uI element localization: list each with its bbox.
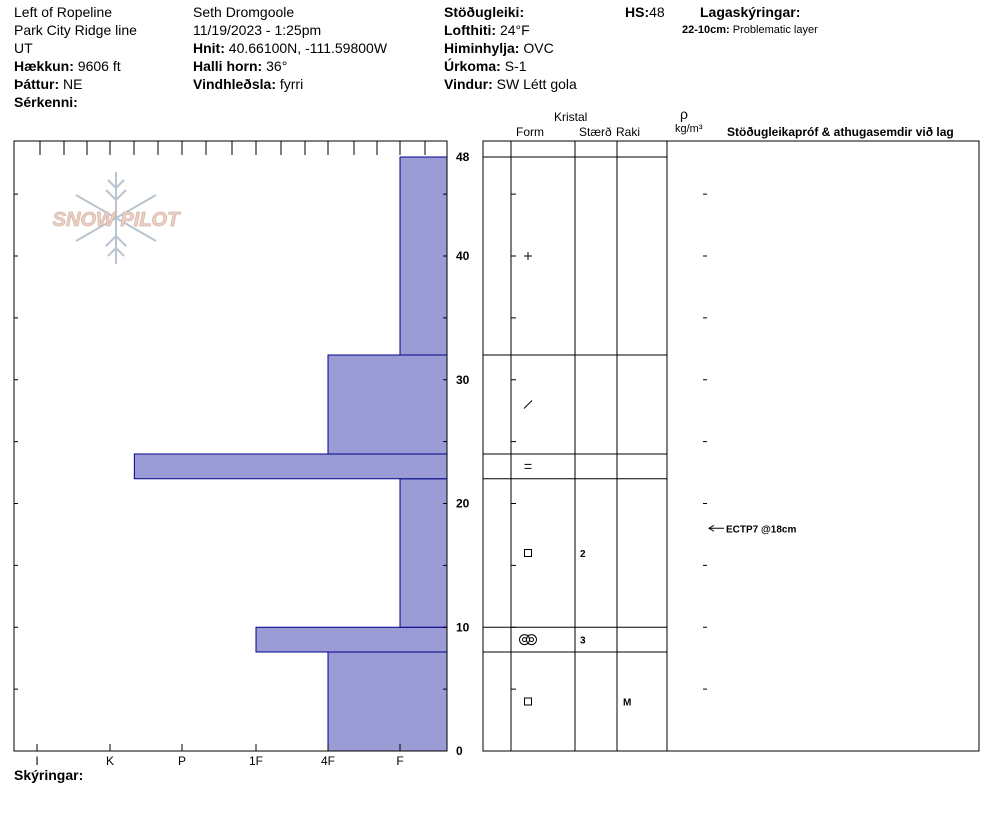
hardness-bar [327, 354, 448, 455]
rho-header: ρ [680, 106, 688, 122]
precip-label: Úrkoma: [444, 58, 501, 74]
slope-value: 36° [266, 58, 288, 74]
coords-row: Hnit: 40.66100N, -111.59800W [193, 39, 387, 57]
square-form-icon [524, 697, 532, 706]
layer-table: M 3 2 ECTP7 @18cm [482, 140, 980, 752]
route-text: Park City Ridge line [14, 22, 137, 38]
sky-value: OVC [523, 40, 554, 56]
sky-label: Himinhylja: [444, 40, 520, 56]
y-tick-label: 48 [456, 150, 470, 164]
wind-label: Vindur: [444, 76, 493, 92]
hardness-plot: I K P 1F 4F F 0 10 20 30 40 48 [13, 140, 470, 768]
observer-text: Seth Dromgoole [193, 4, 295, 20]
x-tick-label: 1F [249, 754, 263, 768]
logo-text: SNOW PILOT [53, 209, 181, 231]
inner-circle-form-icon [529, 637, 534, 643]
size-value: 3 [580, 636, 586, 647]
x-tick-label: P [178, 754, 186, 768]
size-value: 2 [580, 549, 586, 560]
legend-key: 22-10cm: [682, 24, 730, 36]
crystal-header: Kristal [554, 110, 588, 124]
moisture-value: M [623, 698, 631, 709]
wind-loading-value: fyrri [279, 76, 304, 92]
hardness-bar [399, 478, 448, 628]
moisture-header: Raki [616, 125, 641, 139]
plus-form-icon [524, 252, 532, 260]
wind-loading-label: Vindhleðsla: [193, 76, 276, 92]
datetime-text: 11/19/2023 - 1:25pm [193, 22, 322, 38]
y-tick-label: 10 [456, 620, 470, 634]
elevation-value: 9606 ft [77, 58, 121, 74]
legend-label: Lagaskýringar: [700, 4, 801, 20]
state-text: UT [14, 40, 33, 56]
test-arrow-icon [708, 524, 715, 532]
stability-label: Stöðugleiki: [444, 4, 525, 20]
circle-form-icon [526, 634, 537, 646]
legend-text: Problematic layer [732, 24, 818, 36]
legend-row: 22-10cm: Problematic layer [682, 24, 818, 36]
size-header: Stærð [579, 125, 612, 139]
coords-label: Hnit: [193, 40, 225, 56]
y-tick-label: 20 [456, 497, 470, 511]
y-tick-label: 0 [456, 744, 463, 758]
x-tick-label: 4F [321, 754, 335, 768]
square-form-icon [524, 549, 532, 557]
wind-row: Vindur: SW Létt gola [444, 75, 577, 93]
x-tick-label: F [396, 754, 403, 768]
plot-frame [13, 140, 448, 752]
hs-row: HS:48 [625, 3, 665, 21]
hardness-bar [255, 626, 448, 653]
elevation-row: Hækkun: 9606 ft [14, 57, 121, 75]
notes-label: Skýringar: [14, 767, 84, 783]
wind-loading-row: Vindhleðsla: fyrri [193, 75, 303, 93]
x-tick-label: K [106, 754, 114, 768]
test-annotation-text: ECTP7 @18cm [726, 524, 796, 535]
inner-circle-form-icon [522, 637, 527, 643]
air-temp-value: 24°F [499, 22, 530, 38]
wind-value: SW Létt gola [496, 76, 577, 92]
air-temp-row: Lofthiti: 24°F [444, 21, 530, 39]
tests-header: Stöðugleikapróf & athugasemdir við lag [727, 125, 954, 139]
y-tick-label: 40 [456, 249, 470, 263]
equals-form-icon [524, 463, 532, 469]
x-tick-label: I [35, 754, 38, 768]
hardness-bar [399, 156, 448, 356]
form-header: Form [516, 125, 544, 139]
slope-label: Halli horn: [193, 58, 263, 74]
snowflake-icon: SNOW PILOT [52, 172, 182, 264]
double-circle-form-icon [519, 634, 537, 646]
features-label: Sérkenni: [14, 94, 78, 110]
table-frame [482, 140, 980, 752]
y-tick-label: 30 [456, 373, 470, 387]
hs-label: HS: [625, 4, 650, 20]
coords-value: 40.66100N, -111.59800W [228, 40, 388, 56]
snowpilot-logo: SNOW PILOT [36, 168, 196, 268]
aspect-value: NE [63, 76, 83, 92]
density-unit-header: kg/m³ [675, 123, 703, 135]
precip-row: Úrkoma: S-1 [444, 57, 526, 75]
slope-row: Halli horn: 36° [193, 57, 287, 75]
air-temp-label: Lofthiti: [444, 22, 497, 38]
elevation-label: Hækkun: [14, 58, 74, 74]
slash-form-icon [523, 400, 533, 409]
hardness-bar [327, 651, 448, 752]
aspect-row: Þáttur: NE [14, 75, 82, 93]
aspect-label: Þáttur: [14, 76, 60, 92]
precip-value: S-1 [504, 58, 527, 74]
hardness-bar [133, 453, 448, 480]
hs-value: 48 [649, 4, 665, 20]
sky-row: Himinhylja: OVC [444, 39, 554, 57]
location-text: Left of Ropeline [14, 4, 113, 20]
